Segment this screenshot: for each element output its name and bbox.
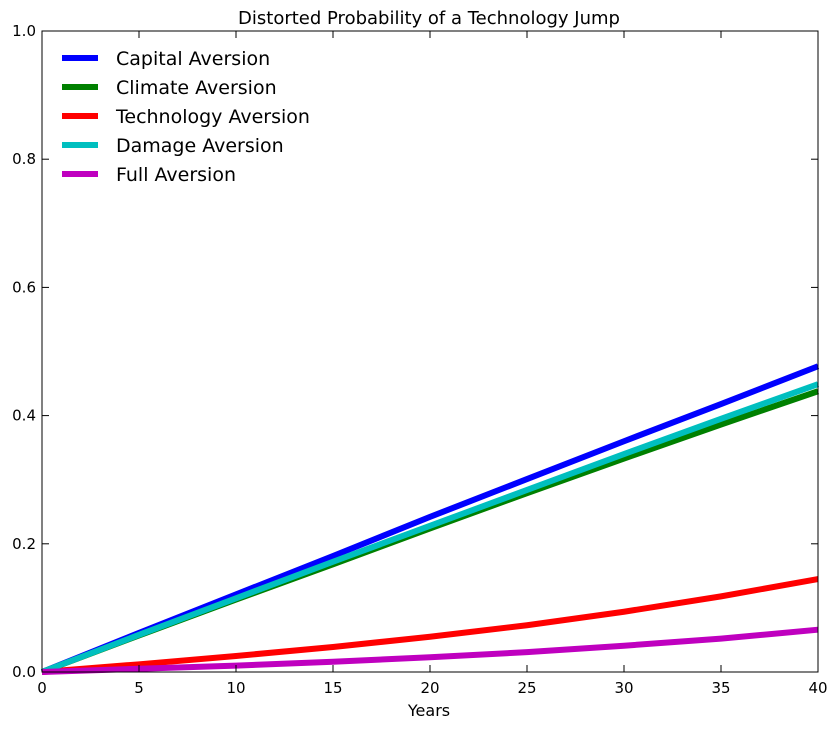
series-line-5 (41, 626, 819, 675)
legend-label: Capital Aversion (116, 48, 270, 70)
x-axis-label: Years (407, 701, 450, 720)
y-tick-label: 0.6 (12, 278, 36, 296)
x-tick-label: 40 (808, 679, 827, 697)
chart-title: Distorted Probability of a Technology Ju… (238, 8, 620, 29)
y-tick-label: 0.4 (12, 407, 36, 425)
y-tick-label: 0.8 (12, 150, 36, 168)
x-tick-label: 0 (37, 679, 47, 697)
x-axis: 0 5 10 15 20 25 30 35 40 (37, 31, 828, 697)
x-tick-label: 25 (517, 679, 536, 697)
legend-label: Full Aversion (116, 164, 236, 186)
plot-lines (40, 363, 820, 675)
y-tick-label: 1.0 (12, 22, 36, 40)
x-tick-label: 20 (420, 679, 439, 697)
legend-label: Damage Aversion (116, 135, 284, 157)
x-tick-label: 15 (323, 679, 342, 697)
x-tick-label: 35 (711, 679, 730, 697)
y-tick-label: 0.0 (12, 663, 36, 681)
x-tick-label: 30 (614, 679, 633, 697)
x-tick-label: 5 (134, 679, 144, 697)
y-axis: 0.0 0.2 0.4 0.6 0.8 1.0 (12, 22, 818, 681)
y-tick-label: 0.2 (12, 535, 36, 553)
series-line-3 (41, 576, 819, 675)
legend-label: Climate Aversion (116, 77, 277, 99)
series-line-4 (40, 381, 820, 675)
x-tick-label: 10 (226, 679, 245, 697)
legend-label: Technology Aversion (115, 106, 310, 128)
legend: Capital Aversion Climate Aversion Technolo… (62, 48, 310, 186)
